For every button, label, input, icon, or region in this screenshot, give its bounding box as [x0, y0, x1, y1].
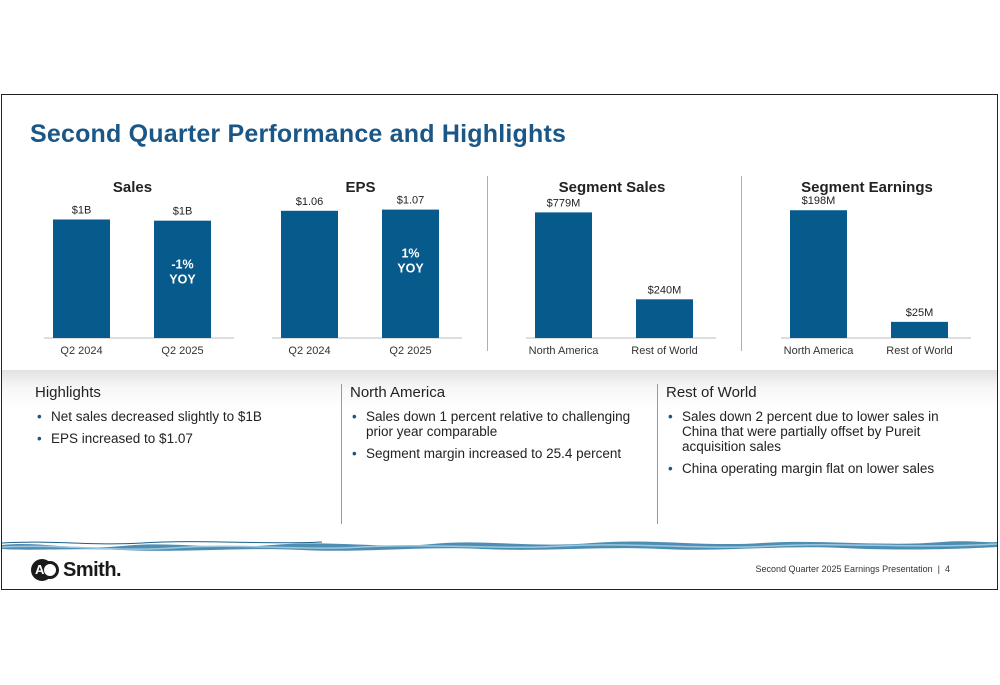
chart-title-sales: Sales — [112, 179, 153, 196]
footer-separator: | — [935, 564, 945, 574]
rest-of-world-column: Rest of World Sales down 2 percent due t… — [666, 384, 961, 483]
bullet-list: Sales down 1 percent relative to challen… — [350, 409, 645, 461]
bullet-list: Sales down 2 percent due to lower sales … — [666, 409, 961, 476]
chart-title-eps: EPS — [345, 179, 376, 196]
chart-title-segment-sales: Segment Sales — [558, 179, 666, 196]
chart-title-segment-earnings: Segment Earnings — [801, 179, 933, 196]
chart-divider — [487, 176, 488, 351]
water-wave-graphic — [2, 541, 997, 551]
column-heading: Rest of World — [666, 384, 757, 401]
column-separator — [341, 384, 342, 524]
logo-text: Smith. — [63, 558, 122, 581]
page-number: 4 — [944, 564, 950, 574]
column-heading: North America — [350, 384, 446, 401]
highlights-column: Highlights Net sales decreased slightly … — [35, 384, 335, 453]
ao-smith-logo: A Smith. — [31, 558, 122, 582]
page-title: Second Quarter Performance and Highlight… — [30, 120, 567, 148]
column-separator — [657, 384, 658, 524]
bullet-list: Net sales decreased slightly to $1B EPS … — [35, 409, 335, 446]
bullet-item: Sales down 2 percent due to lower sales … — [668, 409, 961, 454]
bullet-item: EPS increased to $1.07 — [37, 431, 335, 446]
column-heading: Highlights — [35, 384, 101, 401]
bullet-item: Segment margin increased to 25.4 percent — [352, 446, 645, 461]
footer: Second Quarter 2025 Earnings Presentatio… — [756, 564, 951, 574]
chart-divider — [741, 176, 742, 351]
logo-mark-icon: A — [31, 559, 61, 581]
bullet-item: Net sales decreased slightly to $1B — [37, 409, 335, 424]
bullet-item: China operating margin flat on lower sal… — [668, 461, 961, 476]
bullet-item: Sales down 1 percent relative to challen… — [352, 409, 645, 439]
north-america-column: North America Sales down 1 percent relat… — [350, 384, 645, 468]
footer-text: Second Quarter 2025 Earnings Presentatio… — [755, 564, 933, 574]
